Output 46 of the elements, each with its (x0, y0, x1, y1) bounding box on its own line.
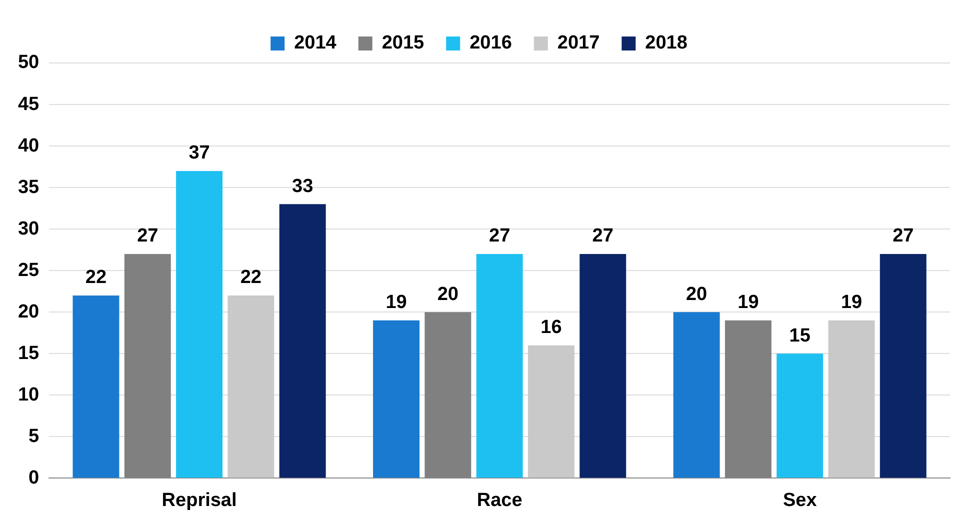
y-tick-label: 5 (28, 426, 40, 447)
bar (880, 254, 926, 478)
legend-label: 2018 (645, 32, 688, 54)
bar (373, 320, 420, 478)
data-label: 33 (292, 176, 314, 197)
y-tick-label: 50 (18, 52, 40, 74)
x-tick-label: Reprisal (162, 490, 237, 511)
x-tick-label: Race (476, 490, 522, 511)
bar (828, 320, 875, 478)
data-label: 20 (437, 284, 458, 305)
bar (72, 296, 120, 478)
y-tick-label: 10 (18, 384, 40, 406)
bar (176, 170, 223, 478)
data-label: 22 (240, 267, 262, 288)
y-tick-label: 25 (18, 260, 40, 281)
y-tick-label: 20 (18, 301, 40, 322)
bar (776, 354, 824, 478)
x-tick-label: Sex (782, 490, 818, 511)
data-label: 22 (85, 267, 107, 288)
y-tick-label: 0 (28, 467, 40, 488)
data-label: 27 (488, 226, 510, 247)
data-label: 27 (892, 226, 914, 247)
data-label: 27 (592, 226, 614, 247)
legend-label: 2014 (294, 32, 337, 54)
y-tick-label: 35 (18, 176, 40, 198)
data-label: 19 (738, 292, 759, 314)
y-tick-label: 30 (18, 218, 40, 240)
data-label: 15 (789, 325, 811, 346)
legend-label: 2015 (382, 32, 425, 54)
data-label: 16 (540, 317, 562, 338)
bar (279, 204, 326, 478)
data-label: 20 (686, 284, 708, 305)
y-tick-label: 40 (18, 135, 40, 156)
bar (528, 345, 574, 478)
bar (476, 254, 523, 478)
bar (673, 312, 720, 478)
legend-label: 2016 (470, 32, 512, 54)
data-label: 19 (840, 292, 862, 314)
data-label: 37 (188, 142, 210, 164)
bar (228, 296, 274, 478)
data-label: 19 (386, 292, 407, 314)
y-tick-label: 45 (18, 94, 40, 115)
bar (580, 254, 626, 478)
y-tick-label: 15 (18, 342, 40, 364)
legend-label: 2017 (557, 32, 600, 54)
data-label: 27 (137, 226, 158, 247)
